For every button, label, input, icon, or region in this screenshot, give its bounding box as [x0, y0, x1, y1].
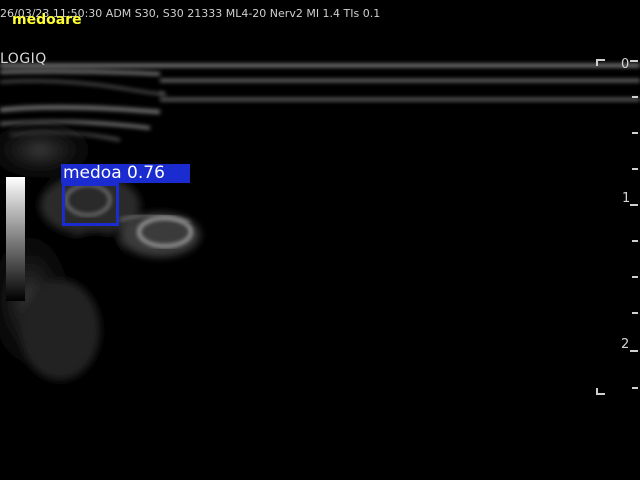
- scanner-info-line: 26/03/23 11:50:30 ADM S30, S30 21333 ML4…: [0, 7, 381, 20]
- brand-logo: LOGIQ: [0, 51, 47, 67]
- depth-mark-2: 2: [621, 337, 630, 352]
- overlay-tag: medoare: [12, 12, 82, 28]
- depth-scale-ticks: [596, 59, 638, 395]
- depth-mark-0: 0: [621, 57, 630, 72]
- detection-box: [62, 183, 119, 226]
- depth-mark-1: 1: [622, 191, 631, 206]
- detection-label: medoa 0.76: [61, 164, 190, 183]
- grayscale-bar: [6, 177, 25, 301]
- tissue-texture: [0, 110, 200, 390]
